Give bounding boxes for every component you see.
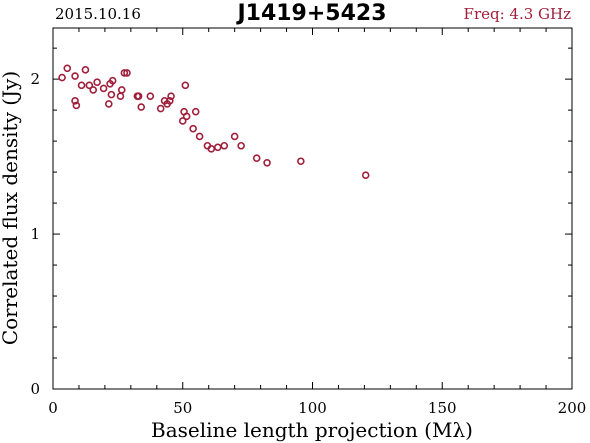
- plot-frame: [52, 27, 573, 390]
- data-point: [213, 143, 222, 152]
- data-point: [108, 76, 117, 85]
- data-point: [107, 90, 116, 99]
- data-point: [252, 154, 261, 162]
- x-tick-label: 150: [428, 399, 457, 417]
- data-point: [99, 84, 108, 93]
- data-point: [220, 141, 229, 150]
- observation-date: 2015.10.16: [55, 5, 141, 23]
- data-point: [134, 92, 143, 100]
- data-point: [81, 66, 90, 74]
- data-point: [361, 171, 370, 179]
- data-point: [191, 107, 200, 116]
- data-point: [71, 72, 79, 80]
- data-point: [207, 145, 216, 153]
- data-point: [85, 81, 94, 90]
- data-point: [178, 117, 187, 125]
- data-point: [182, 112, 191, 121]
- data-point: [104, 100, 113, 108]
- data-point: [297, 157, 305, 166]
- data-point: [146, 92, 155, 100]
- x-axis-label: Baseline length projection (Mλ): [151, 418, 473, 442]
- x-tick-label: 0: [48, 399, 58, 417]
- data-point: [189, 124, 197, 133]
- frequency-label: Freq: 4.3 GHz: [464, 5, 572, 23]
- x-tick-label: 100: [298, 399, 327, 417]
- data-point: [63, 64, 72, 73]
- data-point: [165, 97, 174, 105]
- y-axis-label: Correlated flux density (Jy): [0, 71, 22, 345]
- y-tick-label: 2: [30, 70, 40, 88]
- data-point: [181, 81, 190, 90]
- x-tick-labels: 0 50 100 150 200: [48, 399, 586, 417]
- data-point: [230, 132, 239, 141]
- source-name: J1419+5423: [235, 1, 386, 26]
- data-point: [156, 104, 165, 113]
- data-point: [89, 86, 98, 94]
- x-tick-label: 50: [173, 399, 192, 417]
- data-point: [93, 78, 101, 87]
- axis-ticks: [52, 28, 573, 390]
- data-point: [123, 69, 131, 77]
- data-point: [120, 69, 129, 77]
- data-point: [72, 101, 81, 110]
- data-point: [71, 97, 79, 105]
- y-tick-labels: 0 1 2: [30, 70, 40, 398]
- data-points: [58, 64, 370, 179]
- x-tick-label: 200: [558, 399, 587, 417]
- data-point: [77, 81, 86, 90]
- data-point: [117, 86, 126, 94]
- data-point: [137, 103, 146, 111]
- data-point: [167, 92, 175, 100]
- y-tick-label: 0: [30, 380, 40, 398]
- y-tick-label: 1: [30, 225, 40, 243]
- data-point: [116, 92, 125, 100]
- data-point: [263, 158, 271, 167]
- data-point: [58, 73, 66, 82]
- data-point: [237, 141, 245, 150]
- data-point: [195, 132, 204, 141]
